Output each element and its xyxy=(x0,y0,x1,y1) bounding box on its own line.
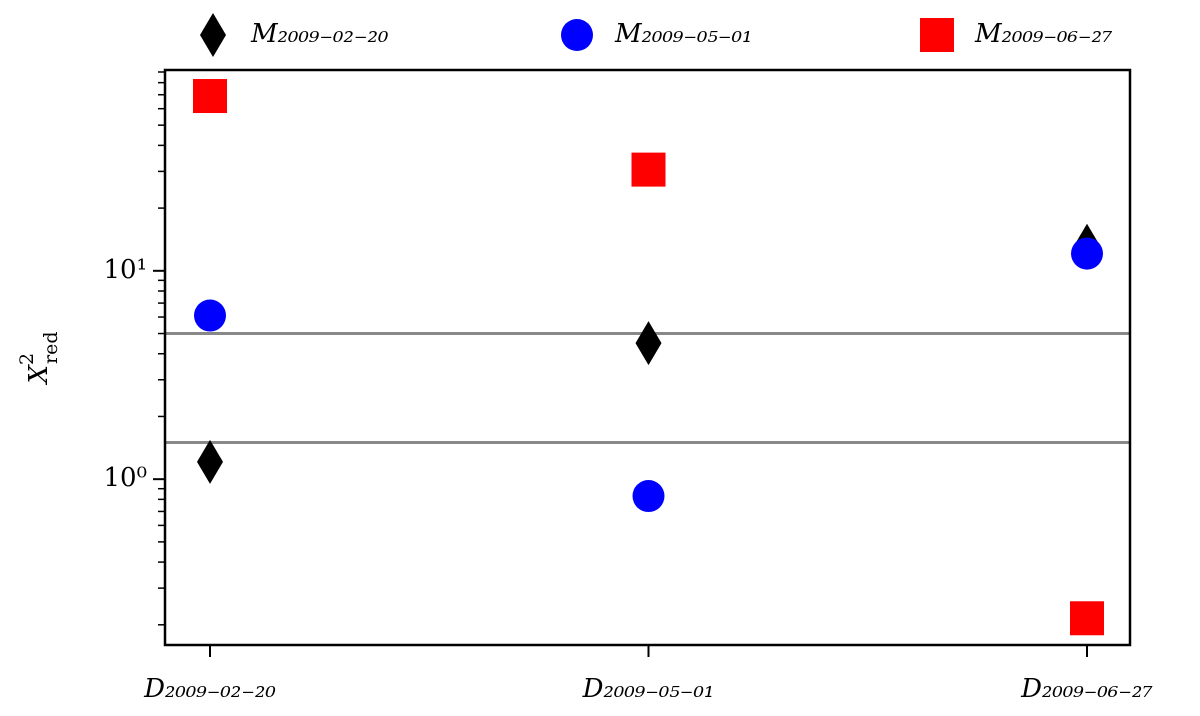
square-marker xyxy=(1070,601,1104,636)
y-label-base: X xyxy=(24,364,54,386)
y-tick-label: 10¹ xyxy=(103,255,147,285)
circle-marker xyxy=(561,19,593,51)
diamond-marker xyxy=(200,13,226,57)
y-label-sup: 2 xyxy=(16,353,38,365)
x-tick-label: D₂₀₀₉₋₀₂₋₂₀ xyxy=(143,674,276,704)
y-axis-label: X2 red xyxy=(16,331,62,385)
square-marker xyxy=(193,79,227,114)
legend-label: M₂₀₀₉₋₀₂₋₂₀ xyxy=(250,19,389,49)
legend-label: M₂₀₀₉₋₀₅₋₀₁ xyxy=(614,19,752,49)
square-marker xyxy=(920,18,954,52)
diamond-marker xyxy=(197,439,223,484)
x-tick-label: D₂₀₀₉₋₀₆₋₂₇ xyxy=(1020,674,1153,704)
circle-marker xyxy=(194,299,226,332)
square-marker xyxy=(631,152,666,187)
x-tick-label: D₂₀₀₉₋₀₅₋₀₁ xyxy=(582,674,715,704)
y-tick-label: 10⁰ xyxy=(103,463,147,493)
circle-marker xyxy=(632,480,665,513)
circle-marker xyxy=(1071,237,1103,270)
y-label-sub: red xyxy=(40,331,62,364)
legend-label: M₂₀₀₉₋₀₆₋₂₇ xyxy=(974,19,1113,49)
diamond-marker xyxy=(635,321,662,366)
